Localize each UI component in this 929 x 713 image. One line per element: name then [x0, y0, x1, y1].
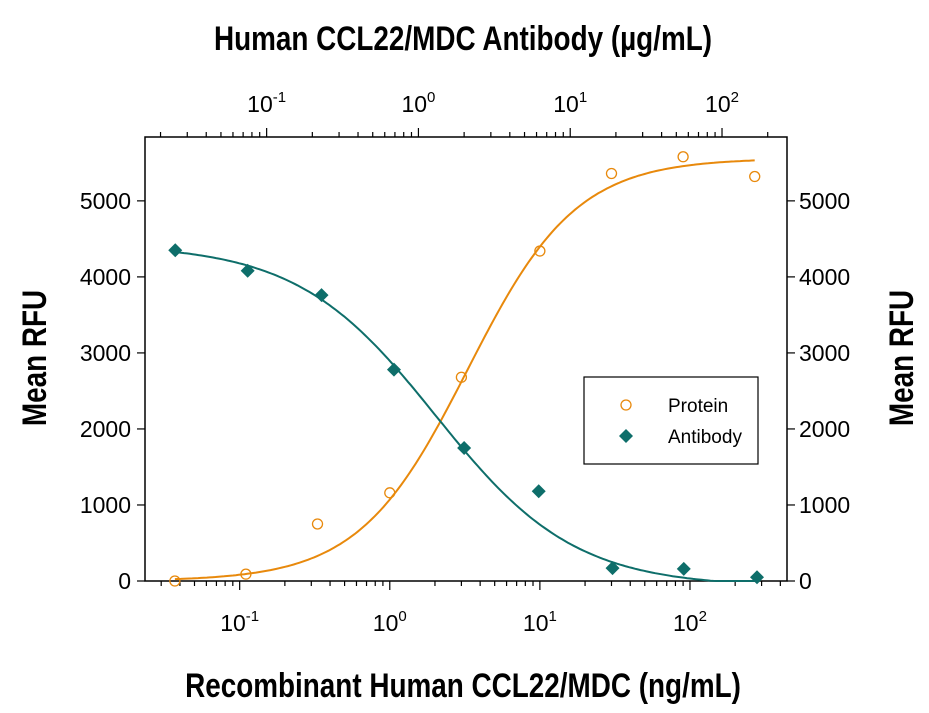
antibody-point — [386, 362, 401, 377]
protein-point — [749, 170, 761, 183]
legend: Protein Antibody — [583, 376, 759, 465]
antibody-point — [457, 440, 472, 455]
protein-point — [534, 245, 546, 257]
right-y-tick-label: 2000 — [799, 416, 850, 442]
protein-point — [677, 151, 689, 163]
axes: 10-1 100 101 102 10-1 100 101 102 0 0 1000 1000 2000… — [80, 89, 850, 636]
bottom-x-tick-label: 10-1 — [220, 608, 259, 636]
left-y-tick-label: 0 — [118, 568, 131, 594]
legend-protein-marker — [620, 399, 632, 411]
protein-point — [311, 518, 324, 530]
protein-fit-curve — [174, 159, 755, 581]
y-axis-title-left: Mean RFU — [15, 290, 53, 426]
left-y-tick-label: 5000 — [80, 188, 131, 214]
data-points — [168, 151, 764, 587]
antibody-point — [314, 288, 329, 303]
protein-point — [169, 575, 181, 587]
right-y-tick-label: 5000 — [799, 188, 850, 214]
antibody-point — [168, 243, 183, 258]
antibody-point — [749, 570, 764, 585]
top-x-tick-label: 10-1 — [247, 89, 286, 117]
y-axis-title-right: Mean RFU — [882, 290, 920, 426]
legend-antibody-label: Antibody — [668, 427, 742, 448]
bottom-x-tick-label: 100 — [373, 608, 407, 636]
top-x-tick-label: 100 — [401, 89, 435, 117]
protein-point — [384, 487, 396, 499]
right-y-tick-label: 1000 — [799, 492, 850, 518]
x-axis-title: Recombinant Human CCL22/MDC (ng/mL) — [185, 666, 741, 704]
antibody-point — [676, 561, 691, 576]
right-y-tick-label: 4000 — [799, 264, 850, 290]
right-y-tick-label: 3000 — [799, 340, 850, 366]
right-y-tick-label: 0 — [799, 568, 812, 594]
antibody-point — [240, 263, 255, 278]
protein-point — [240, 568, 252, 580]
left-y-tick-label: 1000 — [80, 492, 131, 518]
left-y-tick-label: 3000 — [80, 340, 131, 366]
top-axis-title: Human CCL22/MDC Antibody (µg/mL) — [214, 19, 712, 57]
left-y-tick-label: 4000 — [80, 264, 131, 290]
top-x-tick-label: 102 — [705, 89, 739, 117]
top-x-tick-label: 101 — [553, 89, 587, 117]
left-y-tick-label: 2000 — [80, 416, 131, 442]
bottom-x-tick-label: 102 — [673, 608, 707, 636]
legend-antibody-marker — [619, 429, 633, 443]
legend-protein-label: Protein — [668, 396, 728, 417]
bottom-x-tick-label: 101 — [523, 608, 557, 636]
protein-point — [455, 371, 468, 383]
antibody-point — [531, 484, 546, 499]
fit-curves — [174, 159, 757, 582]
protein-point — [605, 167, 618, 180]
legend-box — [583, 376, 759, 465]
antibody-point — [605, 561, 620, 576]
plot-frame — [144, 136, 788, 582]
